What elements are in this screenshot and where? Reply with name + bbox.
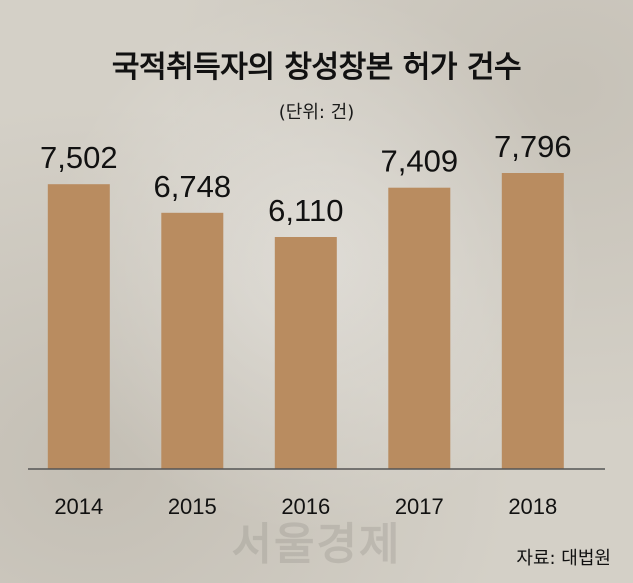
category-label-2015: 2015 (168, 494, 217, 519)
bar-2014 (47, 184, 110, 469)
bar-2018 (501, 173, 564, 469)
category-label-2014: 2014 (54, 494, 103, 519)
value-label-2015: 6,748 (154, 169, 232, 204)
unit-label: (단위: 건) (278, 102, 355, 123)
category-labels-group: 2014 2015 2016 2017 2018 (54, 494, 557, 519)
value-label-2018: 7,796 (494, 129, 572, 164)
category-label-2017: 2017 (395, 494, 444, 519)
category-label-2016: 2016 (281, 494, 330, 519)
bars-group (47, 173, 564, 470)
bar-2017 (388, 187, 451, 469)
watermark: 서울경제 (231, 519, 402, 570)
value-label-2014: 7,502 (40, 140, 118, 175)
value-label-2017: 7,409 (381, 144, 459, 179)
category-label-2018: 2018 (508, 494, 557, 519)
chart-title: 국적취득자의 창성창본 허가 건수 (111, 50, 522, 85)
source-note: 자료: 대법원 (516, 548, 611, 569)
value-label-2016: 6,110 (268, 193, 343, 228)
bar-2016 (274, 237, 337, 469)
value-labels-group: 7,502 6,748 6,110 7,409 7,796 (40, 129, 572, 228)
bar-2015 (161, 212, 224, 470)
